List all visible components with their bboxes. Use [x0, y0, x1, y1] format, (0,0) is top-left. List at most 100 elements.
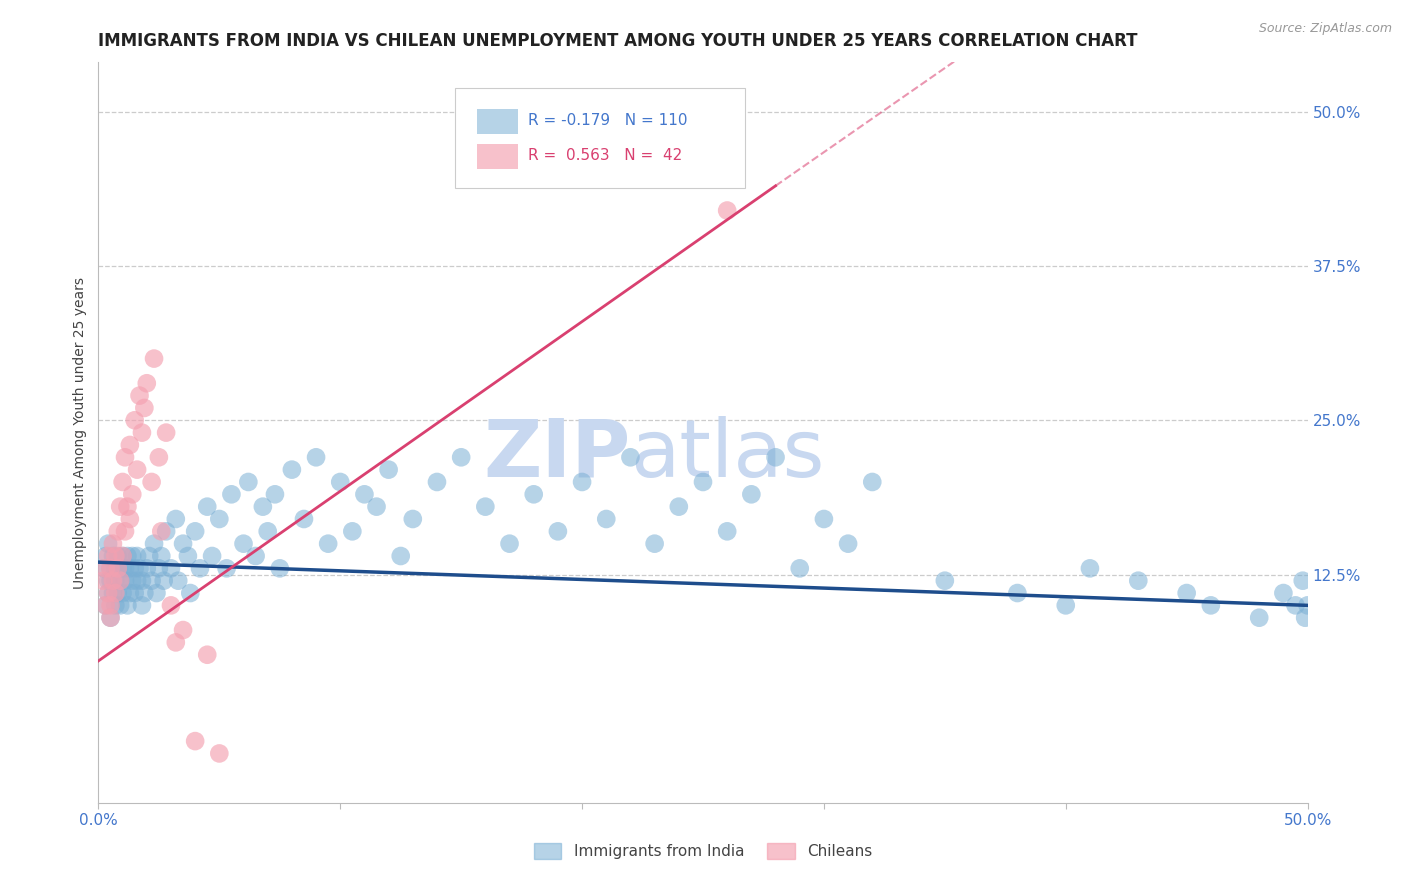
Point — [107, 561, 129, 575]
Point — [165, 635, 187, 649]
Point — [100, 599, 122, 613]
Point — [155, 524, 177, 539]
Point — [252, 500, 274, 514]
Point — [155, 425, 177, 440]
Point — [716, 524, 738, 539]
Point — [353, 487, 375, 501]
Point — [221, 487, 243, 501]
Point — [97, 549, 120, 563]
Point — [450, 450, 472, 465]
Point — [619, 450, 641, 465]
Text: ZIP: ZIP — [484, 416, 630, 494]
Point — [134, 401, 156, 415]
Point — [121, 487, 143, 501]
Point — [1294, 611, 1316, 625]
Point — [837, 536, 859, 550]
Point — [160, 599, 183, 613]
Point — [134, 586, 156, 600]
Point — [426, 475, 449, 489]
Point — [145, 586, 167, 600]
Point — [201, 549, 224, 563]
Point — [1175, 586, 1198, 600]
Point — [232, 536, 254, 550]
Point — [238, 475, 260, 489]
Point — [245, 549, 267, 563]
Point — [138, 549, 160, 563]
Point — [934, 574, 956, 588]
Point — [264, 487, 287, 501]
Point — [107, 549, 129, 563]
Point — [305, 450, 328, 465]
Point — [124, 561, 146, 575]
Point — [104, 561, 127, 575]
Y-axis label: Unemployment Among Youth under 25 years: Unemployment Among Youth under 25 years — [73, 277, 87, 589]
Point — [188, 561, 211, 575]
Point — [100, 574, 122, 588]
Point — [104, 586, 127, 600]
Point — [152, 574, 174, 588]
Point — [128, 561, 150, 575]
Point — [292, 512, 315, 526]
Point — [111, 549, 134, 563]
Point — [104, 574, 127, 588]
Point — [94, 549, 117, 563]
Point — [402, 512, 425, 526]
Point — [366, 500, 388, 514]
Point — [118, 561, 141, 575]
Point — [167, 574, 190, 588]
Legend: Immigrants from India, Chileans: Immigrants from India, Chileans — [527, 838, 879, 865]
Point — [108, 574, 131, 588]
Text: IMMIGRANTS FROM INDIA VS CHILEAN UNEMPLOYMENT AMONG YOUTH UNDER 25 YEARS CORRELA: IMMIGRANTS FROM INDIA VS CHILEAN UNEMPLO… — [98, 32, 1137, 50]
Point — [108, 500, 131, 514]
Point — [172, 536, 194, 550]
FancyBboxPatch shape — [477, 144, 517, 169]
Point — [281, 462, 304, 476]
Text: Source: ZipAtlas.com: Source: ZipAtlas.com — [1258, 22, 1392, 36]
Point — [94, 599, 117, 613]
Point — [111, 475, 134, 489]
Point — [692, 475, 714, 489]
Point — [111, 561, 134, 575]
Point — [184, 734, 207, 748]
Point — [94, 561, 117, 575]
Point — [97, 586, 120, 600]
Point — [1078, 561, 1101, 575]
Point — [124, 586, 146, 600]
Point — [195, 500, 218, 514]
Point — [184, 524, 207, 539]
Point — [107, 524, 129, 539]
Point — [117, 599, 139, 613]
Point — [165, 512, 187, 526]
Point — [108, 574, 131, 588]
FancyBboxPatch shape — [477, 109, 517, 135]
Point — [148, 450, 170, 465]
Point — [107, 586, 129, 600]
Point — [523, 487, 546, 501]
Point — [208, 747, 231, 761]
Point — [121, 574, 143, 588]
Point — [118, 586, 141, 600]
Point — [100, 611, 122, 625]
Point — [256, 524, 278, 539]
Point — [195, 648, 218, 662]
Point — [1272, 586, 1295, 600]
Point — [498, 536, 520, 550]
Point — [765, 450, 787, 465]
Point — [114, 524, 136, 539]
Point — [104, 549, 127, 563]
Point — [1054, 599, 1077, 613]
Point — [121, 549, 143, 563]
Point — [114, 574, 136, 588]
Point — [143, 536, 166, 550]
Point — [135, 376, 157, 391]
Point — [111, 586, 134, 600]
Point — [179, 586, 201, 600]
Point — [860, 475, 883, 489]
Point — [108, 599, 131, 613]
Point — [148, 561, 170, 575]
Point — [127, 574, 149, 588]
Point — [97, 586, 120, 600]
Point — [474, 500, 496, 514]
Point — [716, 203, 738, 218]
Point — [117, 549, 139, 563]
